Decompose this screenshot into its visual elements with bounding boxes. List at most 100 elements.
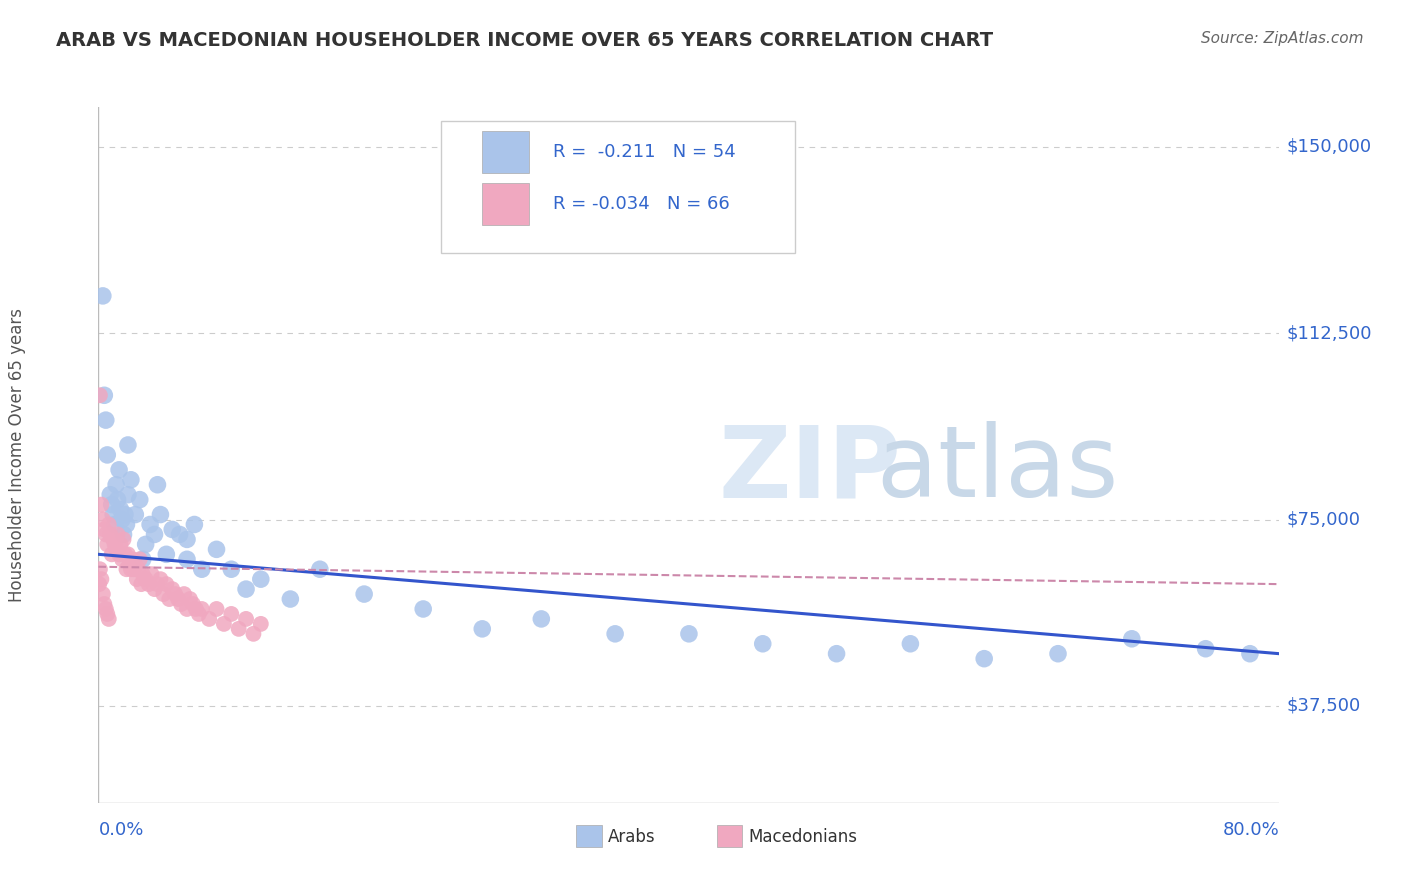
Point <box>1195 641 1218 656</box>
Point <box>114 508 136 522</box>
Point <box>183 517 205 532</box>
Point <box>169 527 191 541</box>
Text: atlas: atlas <box>718 421 1119 518</box>
Point <box>93 523 115 537</box>
Text: $37,500: $37,500 <box>1286 697 1361 714</box>
Point <box>167 592 190 607</box>
Point <box>353 587 375 601</box>
Point <box>105 477 128 491</box>
Point <box>181 597 204 611</box>
Point <box>104 537 127 551</box>
Point <box>117 438 139 452</box>
Point <box>89 562 111 576</box>
Point <box>242 627 264 641</box>
Text: $150,000: $150,000 <box>1286 137 1372 156</box>
Point <box>91 512 114 526</box>
Text: R =  -0.211   N = 54: R = -0.211 N = 54 <box>553 143 735 161</box>
Point <box>96 448 118 462</box>
FancyBboxPatch shape <box>482 131 530 173</box>
Text: Householder Income Over 65 years: Householder Income Over 65 years <box>8 308 25 602</box>
Point <box>471 622 494 636</box>
Point <box>105 542 128 557</box>
Point <box>146 577 169 591</box>
Point <box>96 607 118 621</box>
Point <box>176 602 198 616</box>
Point <box>176 533 198 547</box>
Point <box>191 562 214 576</box>
Point <box>825 647 848 661</box>
Point <box>141 567 163 582</box>
Point <box>93 597 115 611</box>
Point <box>412 602 434 616</box>
Point <box>98 527 121 541</box>
Point <box>118 558 141 572</box>
Point <box>115 562 138 576</box>
Point <box>173 587 195 601</box>
Point <box>139 517 162 532</box>
Point <box>90 498 112 512</box>
Point <box>128 552 150 566</box>
Point <box>1239 647 1261 661</box>
Point <box>98 488 121 502</box>
Point <box>107 527 129 541</box>
Point <box>91 587 114 601</box>
Point <box>973 651 995 665</box>
Point <box>117 547 139 561</box>
Point <box>114 547 136 561</box>
Point <box>146 477 169 491</box>
Point <box>100 498 122 512</box>
Point <box>96 537 118 551</box>
Point <box>112 527 135 541</box>
Point <box>111 552 134 566</box>
Point <box>115 517 138 532</box>
Point <box>250 616 273 631</box>
Point <box>170 597 193 611</box>
Point <box>751 637 773 651</box>
Point <box>89 577 111 591</box>
Point <box>94 602 117 616</box>
Point <box>165 587 187 601</box>
Point <box>1046 647 1069 661</box>
Point <box>97 612 120 626</box>
Point <box>127 562 149 576</box>
Point <box>212 616 235 631</box>
Point <box>90 572 112 586</box>
Point <box>124 558 146 572</box>
Point <box>103 508 125 522</box>
Point <box>530 612 553 626</box>
Point <box>132 567 155 582</box>
Text: $112,500: $112,500 <box>1286 324 1372 343</box>
Point <box>278 592 302 607</box>
Point <box>120 562 142 576</box>
Point <box>176 552 198 566</box>
Text: 0.0%: 0.0% <box>98 821 143 838</box>
Point <box>184 602 207 616</box>
Text: Macedonians: Macedonians <box>748 828 858 846</box>
Point <box>103 533 125 547</box>
Point <box>219 607 242 621</box>
Point <box>121 552 143 566</box>
Text: ZIP: ZIP <box>718 421 901 518</box>
Point <box>1121 632 1143 646</box>
Point <box>125 572 148 586</box>
Point <box>900 637 922 651</box>
Point <box>120 473 142 487</box>
Point <box>191 602 214 616</box>
Point <box>205 542 228 557</box>
Point <box>155 577 177 591</box>
Point <box>605 627 627 641</box>
Point <box>94 413 117 427</box>
Point <box>219 562 242 576</box>
Point <box>149 508 172 522</box>
Point <box>235 612 257 626</box>
Point <box>104 517 127 532</box>
Point <box>187 607 209 621</box>
Point <box>157 592 180 607</box>
Point <box>108 463 131 477</box>
Point <box>678 627 700 641</box>
Point <box>205 602 228 616</box>
Point <box>89 388 111 402</box>
Point <box>143 527 166 541</box>
Point <box>152 587 174 601</box>
Point <box>228 622 250 636</box>
